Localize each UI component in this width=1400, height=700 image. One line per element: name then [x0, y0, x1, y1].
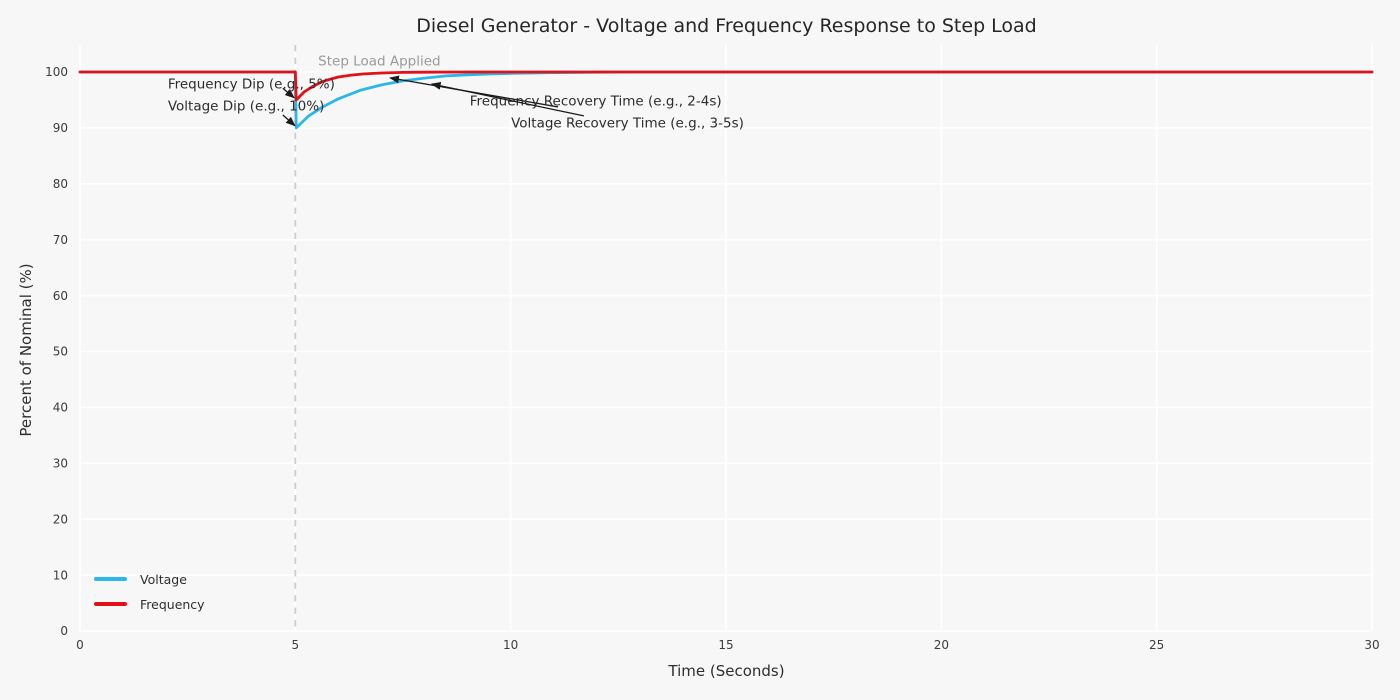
frequency-line	[78, 70, 1374, 102]
y-tick-label: 40	[53, 401, 68, 415]
x-tick-label: 25	[1149, 638, 1164, 652]
y-tick-label: 30	[53, 457, 68, 471]
annotation-text: Voltage Recovery Time (e.g., 3-5s)	[511, 115, 744, 131]
y-tick-label: 80	[53, 177, 68, 191]
x-tick-label: 15	[718, 638, 733, 652]
x-tick-label: 10	[503, 638, 518, 652]
voltage-line-swatch	[94, 577, 127, 581]
legend-item-voltage: Voltage	[94, 571, 205, 587]
legend-item-frequency: Frequency	[94, 596, 205, 612]
annotation-text: Frequency Dip (e.g., 5%)	[168, 76, 335, 92]
y-tick-label: 10	[53, 568, 68, 582]
x-tick-label: 5	[292, 638, 300, 652]
annotation-arrow	[282, 114, 296, 127]
frequency-line-swatch	[94, 602, 127, 606]
y-axis-label: Percent of Nominal (%)	[17, 263, 35, 437]
x-tick-label: 0	[76, 638, 84, 652]
y-tick-label: 100	[45, 65, 68, 79]
annotation-arrow	[430, 81, 585, 117]
y-tick-label: 20	[53, 512, 68, 526]
legend: Voltage Frequency	[94, 571, 205, 612]
annotation-text: Voltage Dip (e.g., 10%)	[168, 99, 325, 115]
annotation-text: Frequency Recovery Time (e.g., 2-4s)	[470, 94, 722, 110]
annotation-arrow	[282, 87, 295, 99]
legend-label-voltage: Voltage	[140, 571, 187, 587]
y-tick-label: 90	[53, 121, 68, 135]
chart-title: Diesel Generator - Voltage and Frequency…	[416, 15, 1037, 37]
x-tick-label: 30	[1364, 638, 1379, 652]
x-tick-label: 20	[934, 638, 949, 652]
x-axis-label: Time (Seconds)	[668, 662, 785, 680]
step-load-label: Step Load Applied	[318, 53, 440, 69]
y-tick-label: 60	[53, 289, 68, 303]
y-tick-label: 0	[60, 624, 68, 638]
y-tick-label: 50	[53, 345, 68, 359]
legend-label-frequency: Frequency	[140, 596, 205, 612]
y-tick-label: 70	[53, 233, 68, 247]
